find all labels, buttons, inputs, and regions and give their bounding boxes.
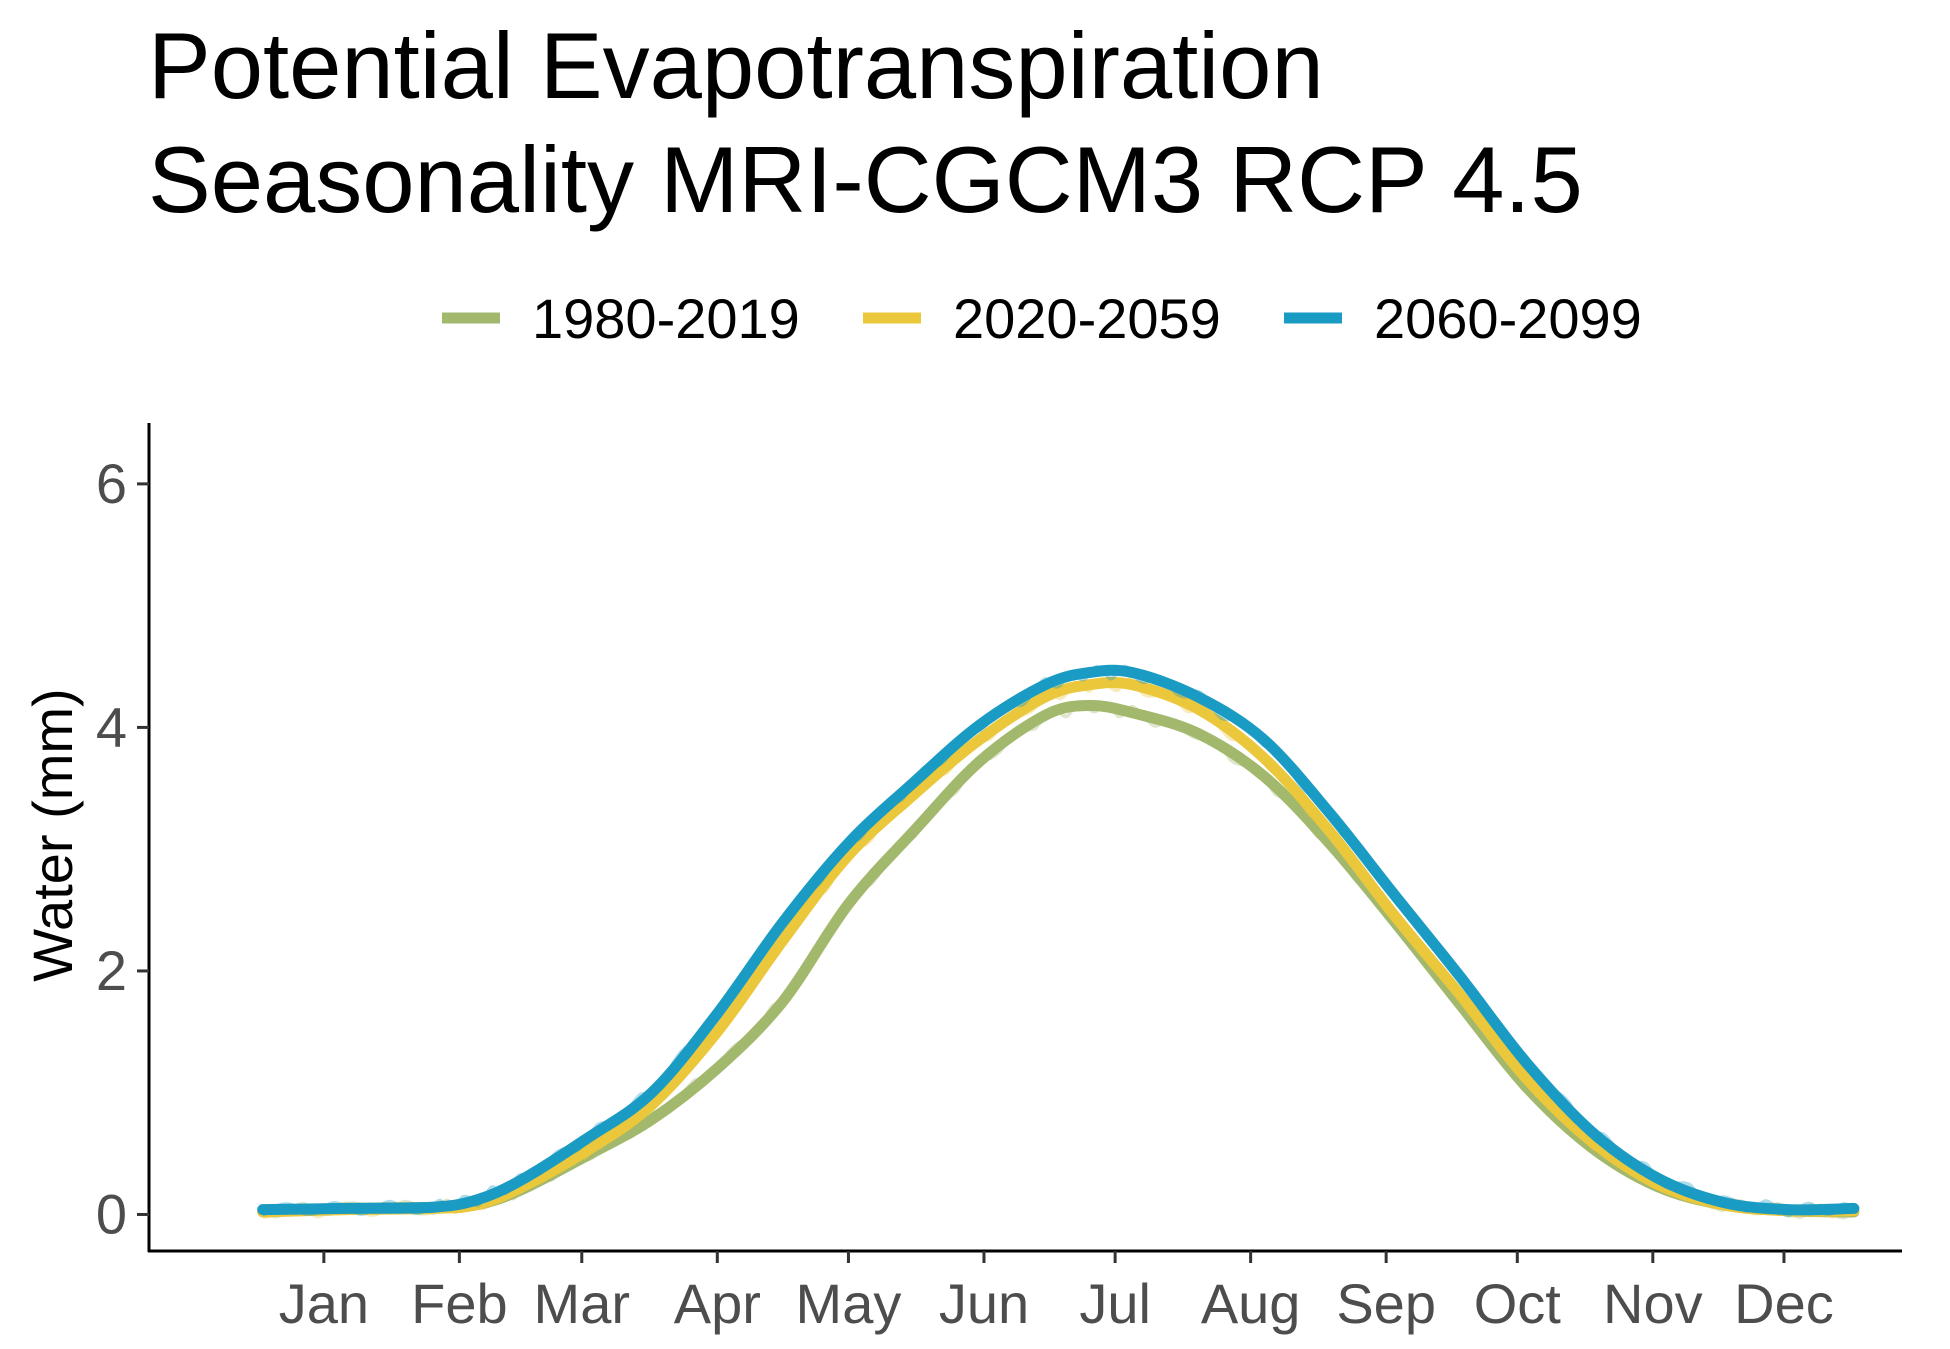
x-tick-label: Apr	[674, 1272, 761, 1335]
series-line-3	[257, 664, 1860, 1216]
series-line-1	[257, 699, 1860, 1218]
x-tick-label: Oct	[1474, 1272, 1562, 1335]
x-tick-label: Aug	[1201, 1272, 1301, 1335]
series-line-2	[257, 676, 1860, 1218]
y-tick-label: 0	[96, 1182, 127, 1245]
x-tick-label: Sep	[1336, 1272, 1436, 1335]
y-tick-label: 2	[96, 939, 127, 1002]
y-tick-label: 6	[96, 452, 127, 515]
x-tick-label: Mar	[534, 1272, 630, 1335]
series-raw-3	[261, 664, 1855, 1218]
legend-label-3: 2060-2099	[1374, 287, 1642, 350]
x-tick-label: Nov	[1603, 1272, 1703, 1335]
legend-label-2: 2020-2059	[953, 287, 1221, 350]
legend-item-2: 2020-2059	[863, 287, 1221, 350]
legend-item-3: 2060-2099	[1284, 287, 1642, 350]
series-raw-2	[262, 677, 1855, 1220]
y-axis-label: Water (mm)	[21, 688, 84, 981]
x-tick-label: Jun	[939, 1272, 1029, 1335]
y-ticks: 0 2 4 6	[96, 452, 149, 1245]
series-layer	[257, 664, 1860, 1220]
legend-item-1: 1980-2019	[442, 287, 800, 350]
chart-legend: 1980-2019 2020-2059 2060-2099	[442, 287, 1642, 350]
chart-title-line-1: Potential Evapotranspiration	[148, 13, 1324, 118]
x-tick-label: Jul	[1079, 1272, 1151, 1335]
x-ticks: Jan Feb Mar Apr May Jun Jul Aug Sep Oct Nov Dec	[279, 1251, 1834, 1335]
chart-title-line-2: Seasonality MRI-CGCM3 RCP 4.5	[148, 127, 1583, 232]
y-tick-label: 4	[96, 695, 127, 758]
series-raw-1	[261, 699, 1855, 1220]
x-tick-label: May	[796, 1272, 902, 1335]
x-tick-label: Feb	[411, 1272, 508, 1335]
x-tick-label: Jan	[279, 1272, 369, 1335]
legend-label-1: 1980-2019	[532, 287, 800, 350]
x-tick-label: Dec	[1734, 1272, 1834, 1335]
